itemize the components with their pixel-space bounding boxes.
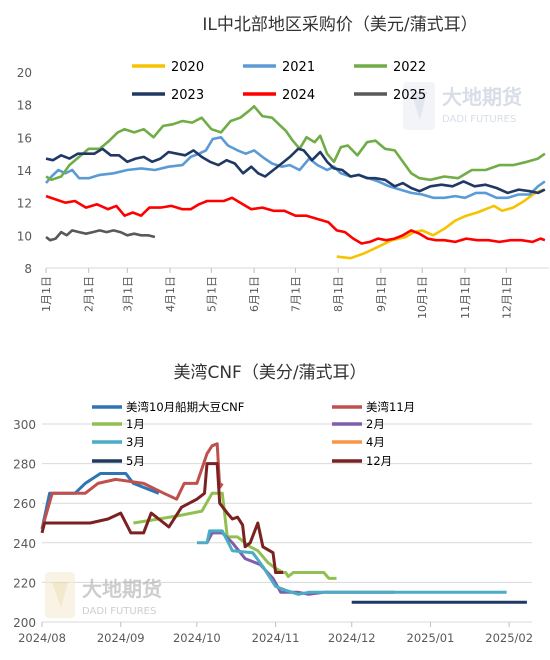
svg-text:2021: 2021 <box>282 60 315 75</box>
legend-item-nov: 美湾11月 <box>332 400 415 414</box>
legend-item-may: 5月 <box>92 454 145 468</box>
svg-text:2025: 2025 <box>393 88 426 103</box>
svg-text:2023: 2023 <box>171 88 204 103</box>
y-tick-label: 20 <box>17 66 32 80</box>
series-line-2021 <box>45 136 546 200</box>
chart2-axes: 200 220 240 260 280 300 2024/08 2024/09 2024/10 2… <box>13 418 533 645</box>
y-tick-label: 220 <box>13 576 36 590</box>
legend-item-jan: 1月 <box>92 417 145 431</box>
x-tick-label: 2024/10 <box>173 631 221 645</box>
y-tick-label: 280 <box>13 458 36 472</box>
series-line-2 <box>133 491 337 580</box>
x-tick-label: 2024/08 <box>18 631 66 645</box>
x-tick-label: 12月1日 <box>500 276 513 319</box>
y-tick-label: 240 <box>13 537 36 551</box>
legend-item-mar: 3月 <box>92 435 145 449</box>
x-tick-label: 2024/12 <box>328 631 376 645</box>
chart2-grid <box>42 423 532 623</box>
series-line-3 <box>205 531 395 596</box>
legend-item-feb: 2月 <box>332 417 385 431</box>
series-line-2023 <box>45 147 546 195</box>
svg-text:2月: 2月 <box>366 417 385 431</box>
legend-item-2021: 2021 <box>243 60 315 75</box>
svg-text:2020: 2020 <box>171 60 204 75</box>
series-line-1 <box>40 442 224 530</box>
series-line-2025 <box>45 229 156 242</box>
svg-text:美湾11月: 美湾11月 <box>366 400 415 414</box>
chart2-title: 美湾CNF（美分/蒲式耳） <box>173 363 366 383</box>
y-tick-label: 200 <box>13 616 36 630</box>
svg-text:5月: 5月 <box>126 454 145 468</box>
x-tick-label: 2024/11 <box>252 631 300 645</box>
x-tick-label: 3月1日 <box>121 276 134 312</box>
svg-text:2024: 2024 <box>282 88 315 103</box>
x-tick-label: 2月1日 <box>83 276 96 312</box>
watermark-logo-shape <box>411 92 427 120</box>
series-line-2020 <box>336 188 544 260</box>
series-line-2024 <box>45 194 546 245</box>
svg-text:美湾10月船期大豆CNF: 美湾10月船期大豆CNF <box>126 400 244 414</box>
legend-item-2024: 2024 <box>243 88 315 103</box>
chart1-legend: 2020 2021 2022 2023 2024 2025 <box>132 60 426 103</box>
y-tick-label: 18 <box>17 99 32 113</box>
watermark-text-en-2: DADI FUTURES <box>82 606 156 617</box>
cnf-chart: 美湾CNF（美分/蒲式耳） 大地期货 DADI FUTURES 美湾10月船期大… <box>13 363 533 645</box>
x-tick-label: 6月1日 <box>248 276 261 312</box>
chart1-axes: 8 10 12 14 16 18 20 1月1日 2月1日 3月1日 4月1日 5月1日 6月1日 7月1… <box>17 66 549 319</box>
svg-text:12月: 12月 <box>366 454 392 468</box>
legend-item-2020: 2020 <box>132 60 204 75</box>
svg-text:1月: 1月 <box>126 417 145 431</box>
y-tick-label: 300 <box>13 418 36 432</box>
chart2-series <box>40 442 527 604</box>
x-tick-label: 10月1日 <box>416 276 429 319</box>
legend-item-dec: 12月 <box>332 454 392 468</box>
svg-text:2022: 2022 <box>393 60 426 75</box>
y-tick-label: 16 <box>17 131 32 145</box>
series-line-4 <box>196 529 507 596</box>
x-tick-label: 9月1日 <box>375 276 388 312</box>
y-tick-label: 8 <box>24 262 32 276</box>
x-tick-label: 2025/01 <box>407 631 455 645</box>
x-tick-label: 2024/09 <box>97 631 145 645</box>
legend-item-oct-cnf: 美湾10月船期大豆CNF <box>92 400 244 414</box>
x-tick-label: 8月1日 <box>332 276 345 312</box>
il-price-chart: IL中北部地区采购价（美元/蒲式耳） 大地期货 DADI FUTURES 202… <box>17 15 549 319</box>
svg-text:3月: 3月 <box>126 435 145 449</box>
legend-item-2025: 2025 <box>354 88 426 103</box>
watermark-logo-shape-2 <box>52 582 68 608</box>
x-tick-label: 1月1日 <box>40 276 53 312</box>
x-tick-label: 2025/02 <box>485 631 533 645</box>
legend-item-2022: 2022 <box>354 60 426 75</box>
watermark-logo: 大地期货 DADI FUTURES <box>403 82 522 130</box>
svg-text:4月: 4月 <box>366 435 385 449</box>
series-line-2022 <box>45 105 546 182</box>
watermark-logo-2: 大地期货 DADI FUTURES <box>45 572 162 618</box>
y-tick-label: 10 <box>17 229 32 243</box>
watermark-text: 大地期货 <box>442 85 522 109</box>
chart1-series <box>45 105 546 260</box>
chart2-legend: 美湾10月船期大豆CNF 美湾11月 1月 2月 3月 4月 5月 12月 <box>92 400 415 468</box>
series-line-7 <box>40 462 284 574</box>
y-tick-label: 12 <box>17 197 32 211</box>
x-tick-label: 11月1日 <box>459 276 472 319</box>
legend-item-2023: 2023 <box>132 88 204 103</box>
chart1-title: IL中北部地区采购价（美元/蒲式耳） <box>202 15 477 35</box>
x-tick-label: 5月1日 <box>205 276 218 312</box>
x-tick-label: 4月1日 <box>164 276 177 312</box>
x-tick-label: 7月1日 <box>289 276 302 312</box>
y-tick-label: 14 <box>17 164 32 178</box>
legend-item-apr: 4月 <box>332 435 385 449</box>
y-tick-label: 260 <box>13 497 36 511</box>
watermark-text-en: DADI FUTURES <box>442 114 516 125</box>
watermark-text-2: 大地期货 <box>82 577 162 601</box>
